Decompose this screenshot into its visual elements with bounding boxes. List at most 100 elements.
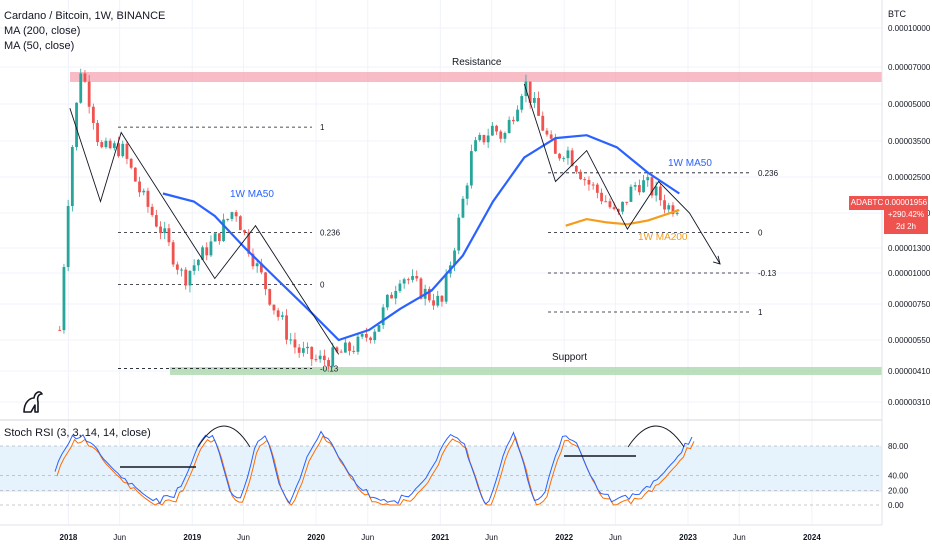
stoch-k-line — [54, 430, 693, 505]
candle-body — [62, 267, 66, 331]
candle-body — [226, 218, 230, 220]
candle-body — [58, 329, 62, 331]
candle-body — [331, 347, 335, 367]
candle-body — [419, 278, 423, 299]
stoch-tick-label: 20.00 — [888, 486, 909, 495]
price-tick-label: 0.00000550 — [888, 336, 931, 345]
fib-left-label: 0.236 — [320, 229, 341, 238]
candle-body — [318, 355, 322, 360]
candle-body — [343, 342, 347, 353]
candle-body — [650, 177, 654, 196]
candle-body — [608, 201, 612, 208]
candle-body — [188, 270, 192, 286]
candle-body — [520, 96, 524, 110]
ma200-legend[interactable]: MA (200, close) — [4, 25, 81, 37]
price-tick-label: 0.00001300 — [888, 244, 931, 253]
candle-body — [276, 310, 280, 317]
candle-body — [255, 263, 259, 267]
candle-body — [507, 119, 511, 134]
ma50-legend[interactable]: MA (50, close) — [4, 40, 75, 52]
candle-body — [436, 295, 440, 306]
price-tick-label: 0.00002500 — [888, 173, 931, 182]
candle-body — [642, 180, 645, 193]
candle-body — [478, 135, 482, 141]
candle-body — [117, 143, 120, 157]
candle-body — [322, 355, 326, 361]
candle-body — [112, 143, 116, 149]
candle-body — [411, 276, 414, 280]
candle-body — [129, 158, 133, 168]
candle-body — [213, 233, 217, 242]
time-tick-label: Jun — [733, 533, 746, 542]
candle-body — [159, 226, 162, 234]
time-tick-label: 2020 — [307, 533, 325, 542]
candle-body — [381, 307, 385, 326]
candle-body — [663, 200, 666, 210]
candle-body — [264, 272, 267, 290]
candle-body — [658, 186, 662, 201]
stoch-tick-label: 40.00 — [888, 472, 909, 481]
candle-body — [490, 125, 494, 136]
candle-body — [180, 269, 183, 271]
candle-body — [390, 294, 393, 299]
candle-body — [621, 201, 624, 212]
price-tick-label: 0.00000750 — [888, 300, 931, 309]
candle-body — [562, 158, 566, 160]
candle-body — [272, 304, 276, 311]
candle-body — [587, 179, 591, 185]
moving-averages — [162, 134, 680, 342]
candle-body — [595, 184, 599, 193]
candle-body — [432, 300, 435, 306]
last-price-badge: 0.00001956 +290.42% 2d 2h — [884, 196, 928, 234]
candle-body — [301, 348, 305, 353]
candle-body — [465, 185, 469, 199]
candle-body — [339, 351, 343, 353]
candle-body — [96, 122, 99, 143]
candle-body — [511, 119, 515, 122]
candle-body — [385, 294, 389, 308]
candle-body — [637, 185, 641, 193]
fib-left-label: 0 — [320, 280, 325, 289]
time-tick-label: 2022 — [555, 533, 573, 542]
candle-body — [427, 288, 431, 301]
candle-body — [192, 265, 196, 271]
candle-body — [146, 190, 150, 207]
time-tick-label: 2023 — [679, 533, 697, 542]
candle-body — [545, 130, 549, 135]
price-axis-unit: BTC — [888, 9, 906, 19]
stoch-band — [0, 446, 882, 492]
candle-body — [646, 177, 650, 181]
stoch-tick-label: 0.00 — [888, 501, 904, 510]
time-tick-label: 2021 — [431, 533, 449, 542]
candle-body — [154, 215, 158, 227]
candle-body — [125, 143, 129, 159]
candle-body — [205, 247, 209, 256]
candle-body — [537, 97, 540, 116]
time-axis[interactable]: 2018 Jun 2019 Jun 2020 Jun 2021 Jun 2022 Jun 2023 J… — [60, 533, 822, 542]
candle-body — [167, 228, 171, 243]
candle-body — [247, 232, 251, 254]
candle-body — [184, 269, 188, 286]
price-change: +290.42% — [887, 210, 925, 219]
candle-body — [604, 201, 608, 203]
candle-body — [503, 133, 507, 139]
candle-body — [310, 346, 314, 360]
candle-body — [406, 279, 410, 281]
last-price: 0.00001956 — [884, 198, 928, 207]
symbol-title[interactable]: Cardano / Bitcoin, 1W, BINANCE — [4, 10, 166, 22]
candle-body — [633, 185, 637, 187]
stoch-axis[interactable]: 80.00 40.00 20.00 0.00 — [888, 442, 909, 510]
candle-body — [196, 259, 200, 266]
arrow-head — [712, 255, 721, 265]
candle-body — [314, 359, 318, 361]
candle-body — [243, 230, 246, 233]
candle-body — [566, 150, 570, 159]
candle-body — [675, 212, 679, 215]
stoch-legend[interactable]: Stoch RSI (3, 3, 14, 14, close) — [4, 427, 151, 439]
candle-body — [486, 135, 490, 143]
candle-body — [469, 151, 473, 186]
candle-body — [230, 212, 234, 219]
candle-body — [356, 336, 360, 352]
candle-body — [100, 142, 104, 148]
